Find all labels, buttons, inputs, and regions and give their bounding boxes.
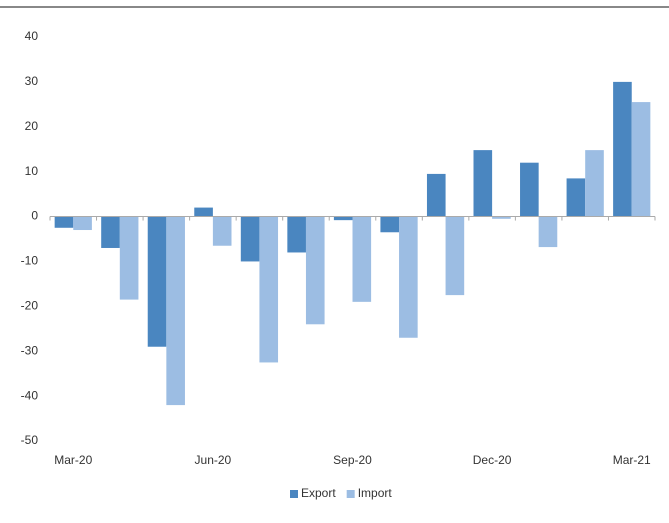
bar [445,216,465,296]
bar [101,216,120,248]
x-tick-label: Mar-20 [54,453,92,467]
legend-swatch [290,490,298,498]
y-tick-label: -10 [21,254,39,268]
x-tick-label: Sep-20 [333,453,372,467]
bar [333,216,353,221]
bar [54,216,74,228]
x-tick-label: Jun-20 [195,453,232,467]
y-tick-label: 0 [31,209,38,223]
legend-label: Import [358,486,393,500]
bar [399,216,418,338]
y-tick-label: -30 [21,343,39,357]
bar [426,173,446,217]
bar [613,81,632,217]
bar [352,216,372,302]
bar [585,150,604,217]
y-tick-label: -20 [21,299,39,313]
bar [473,150,493,217]
y-tick-label: -50 [21,433,39,447]
bar [520,162,539,217]
y-tick-label: -40 [21,388,39,402]
bar [119,216,139,300]
bar [147,216,167,347]
legend-label: Export [301,486,336,500]
bar [380,216,400,233]
y-tick-label: 30 [25,74,39,88]
x-tick-label: Mar-21 [613,453,651,467]
legend-swatch [346,490,355,498]
bar [492,216,511,219]
bar [538,216,558,248]
bar [166,216,185,406]
bar [631,102,651,217]
bar [566,178,586,217]
bar [212,216,232,246]
y-tick-label: 10 [25,164,39,178]
x-tick-label: Dec-20 [473,453,512,467]
bar [287,216,306,253]
bar [305,216,325,325]
bar [240,216,260,262]
bar [194,207,213,217]
bar [259,216,279,363]
y-tick-label: 40 [25,29,39,43]
bar [73,216,92,231]
y-tick-label: 20 [25,119,39,133]
